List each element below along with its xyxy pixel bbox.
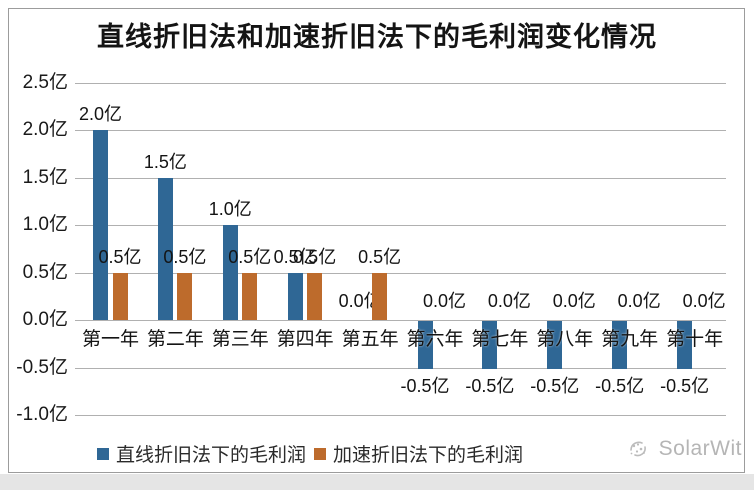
- data-label-straight-line: 1.5亿: [143, 151, 187, 172]
- data-label-straight-line: 2.0亿: [78, 104, 123, 124]
- x-tick-label: 第十年: [666, 329, 724, 350]
- data-label-accelerated: 0.0亿: [552, 291, 596, 311]
- bar-straight-line: [547, 321, 563, 369]
- x-tick-label: 第六年: [406, 329, 464, 350]
- y-tick-label: 2.5亿: [22, 71, 68, 93]
- gridline: [75, 225, 726, 226]
- data-label-accelerated: 0.5亿: [163, 246, 207, 267]
- bar-straight-line: [287, 272, 303, 320]
- data-label-straight-line: 1.0亿: [208, 199, 252, 219]
- bar-accelerated: [177, 272, 193, 320]
- x-tick-label: 第九年: [601, 329, 659, 350]
- chart-title: 直线折旧法和加速折旧法下的毛利润变化情况: [97, 22, 657, 52]
- y-tick-label: 1.0亿: [22, 214, 68, 235]
- data-label-accelerated: 0.0亿: [617, 291, 661, 311]
- solarwit-logo-icon: [629, 441, 646, 457]
- bar-straight-line: [677, 321, 693, 369]
- bar-accelerated: [242, 272, 258, 320]
- gridline: [75, 320, 726, 321]
- data-label-straight-line: -0.5亿: [465, 375, 515, 396]
- y-tick-label: 0.5亿: [22, 261, 68, 283]
- x-tick-label: 第八年: [536, 329, 594, 350]
- data-label-straight-line: -0.5亿: [660, 375, 710, 396]
- x-tick-label: 第三年: [211, 329, 269, 350]
- y-tick-label: 1.5亿: [22, 166, 68, 188]
- data-label-accelerated: 0.5亿: [228, 246, 272, 267]
- data-label-straight-line: -0.5亿: [400, 375, 450, 396]
- chart-border: [8, 8, 745, 473]
- bottom-strip: [0, 474, 754, 490]
- data-label-accelerated: 0.5亿: [293, 246, 337, 267]
- gridline: [75, 367, 726, 369]
- legend-label-straight-line: 直线折旧法下的毛利润: [115, 445, 306, 466]
- gridline: [75, 272, 726, 274]
- legend: 直线折旧法下的毛利润 加速折旧法下的毛利润: [0, 440, 620, 467]
- legend-item-straight-line: 直线折旧法下的毛利润: [96, 440, 306, 467]
- bar-straight-line: [612, 321, 628, 369]
- y-tick-label: -1.0亿: [16, 404, 68, 425]
- bar-accelerated: [372, 272, 388, 320]
- data-label-straight-line: 0.0亿: [338, 291, 382, 311]
- bar-straight-line: [417, 321, 433, 369]
- x-tick-label: 第五年: [341, 329, 399, 350]
- data-label-accelerated: 0.5亿: [98, 246, 142, 267]
- bar-straight-line: [222, 225, 238, 320]
- watermark: SolarWit: [625, 436, 742, 462]
- legend-item-accelerated: 加速折旧法下的毛利润: [314, 440, 523, 467]
- bar-straight-line: [93, 130, 108, 320]
- gridline: [75, 130, 726, 131]
- bar-straight-line: [482, 321, 498, 369]
- watermark-text: SolarWit: [658, 437, 742, 460]
- data-label-accelerated: 0.0亿: [682, 291, 726, 311]
- data-label-straight-line: 0.5亿: [273, 246, 317, 267]
- gridline: [75, 177, 726, 179]
- y-tick-label: -0.5亿: [16, 356, 68, 378]
- legend-swatch-straight-line: [96, 447, 109, 460]
- legend-swatch-accelerated: [314, 447, 326, 460]
- gridline: [75, 415, 726, 416]
- data-label-accelerated: 0.0亿: [422, 291, 467, 311]
- data-label-straight-line: -0.5亿: [530, 375, 580, 396]
- bar-straight-line: [157, 177, 173, 320]
- data-label-straight-line: -0.5亿: [595, 375, 645, 396]
- x-tick-label: 第七年: [471, 329, 529, 350]
- bar-accelerated: [307, 272, 323, 320]
- y-tick-label: 0.0亿: [22, 309, 68, 330]
- y-tick-label: 2.0亿: [22, 119, 68, 140]
- x-tick-label: 第四年: [276, 329, 334, 350]
- gridline: [75, 82, 726, 84]
- legend-label-accelerated: 加速折旧法下的毛利润: [333, 445, 524, 466]
- x-tick-label: 第一年: [81, 329, 140, 350]
- bar-accelerated: [112, 272, 128, 320]
- x-tick-label: 第二年: [146, 329, 204, 350]
- data-label-accelerated: 0.5亿: [358, 246, 402, 267]
- data-label-accelerated: 0.0亿: [487, 291, 531, 311]
